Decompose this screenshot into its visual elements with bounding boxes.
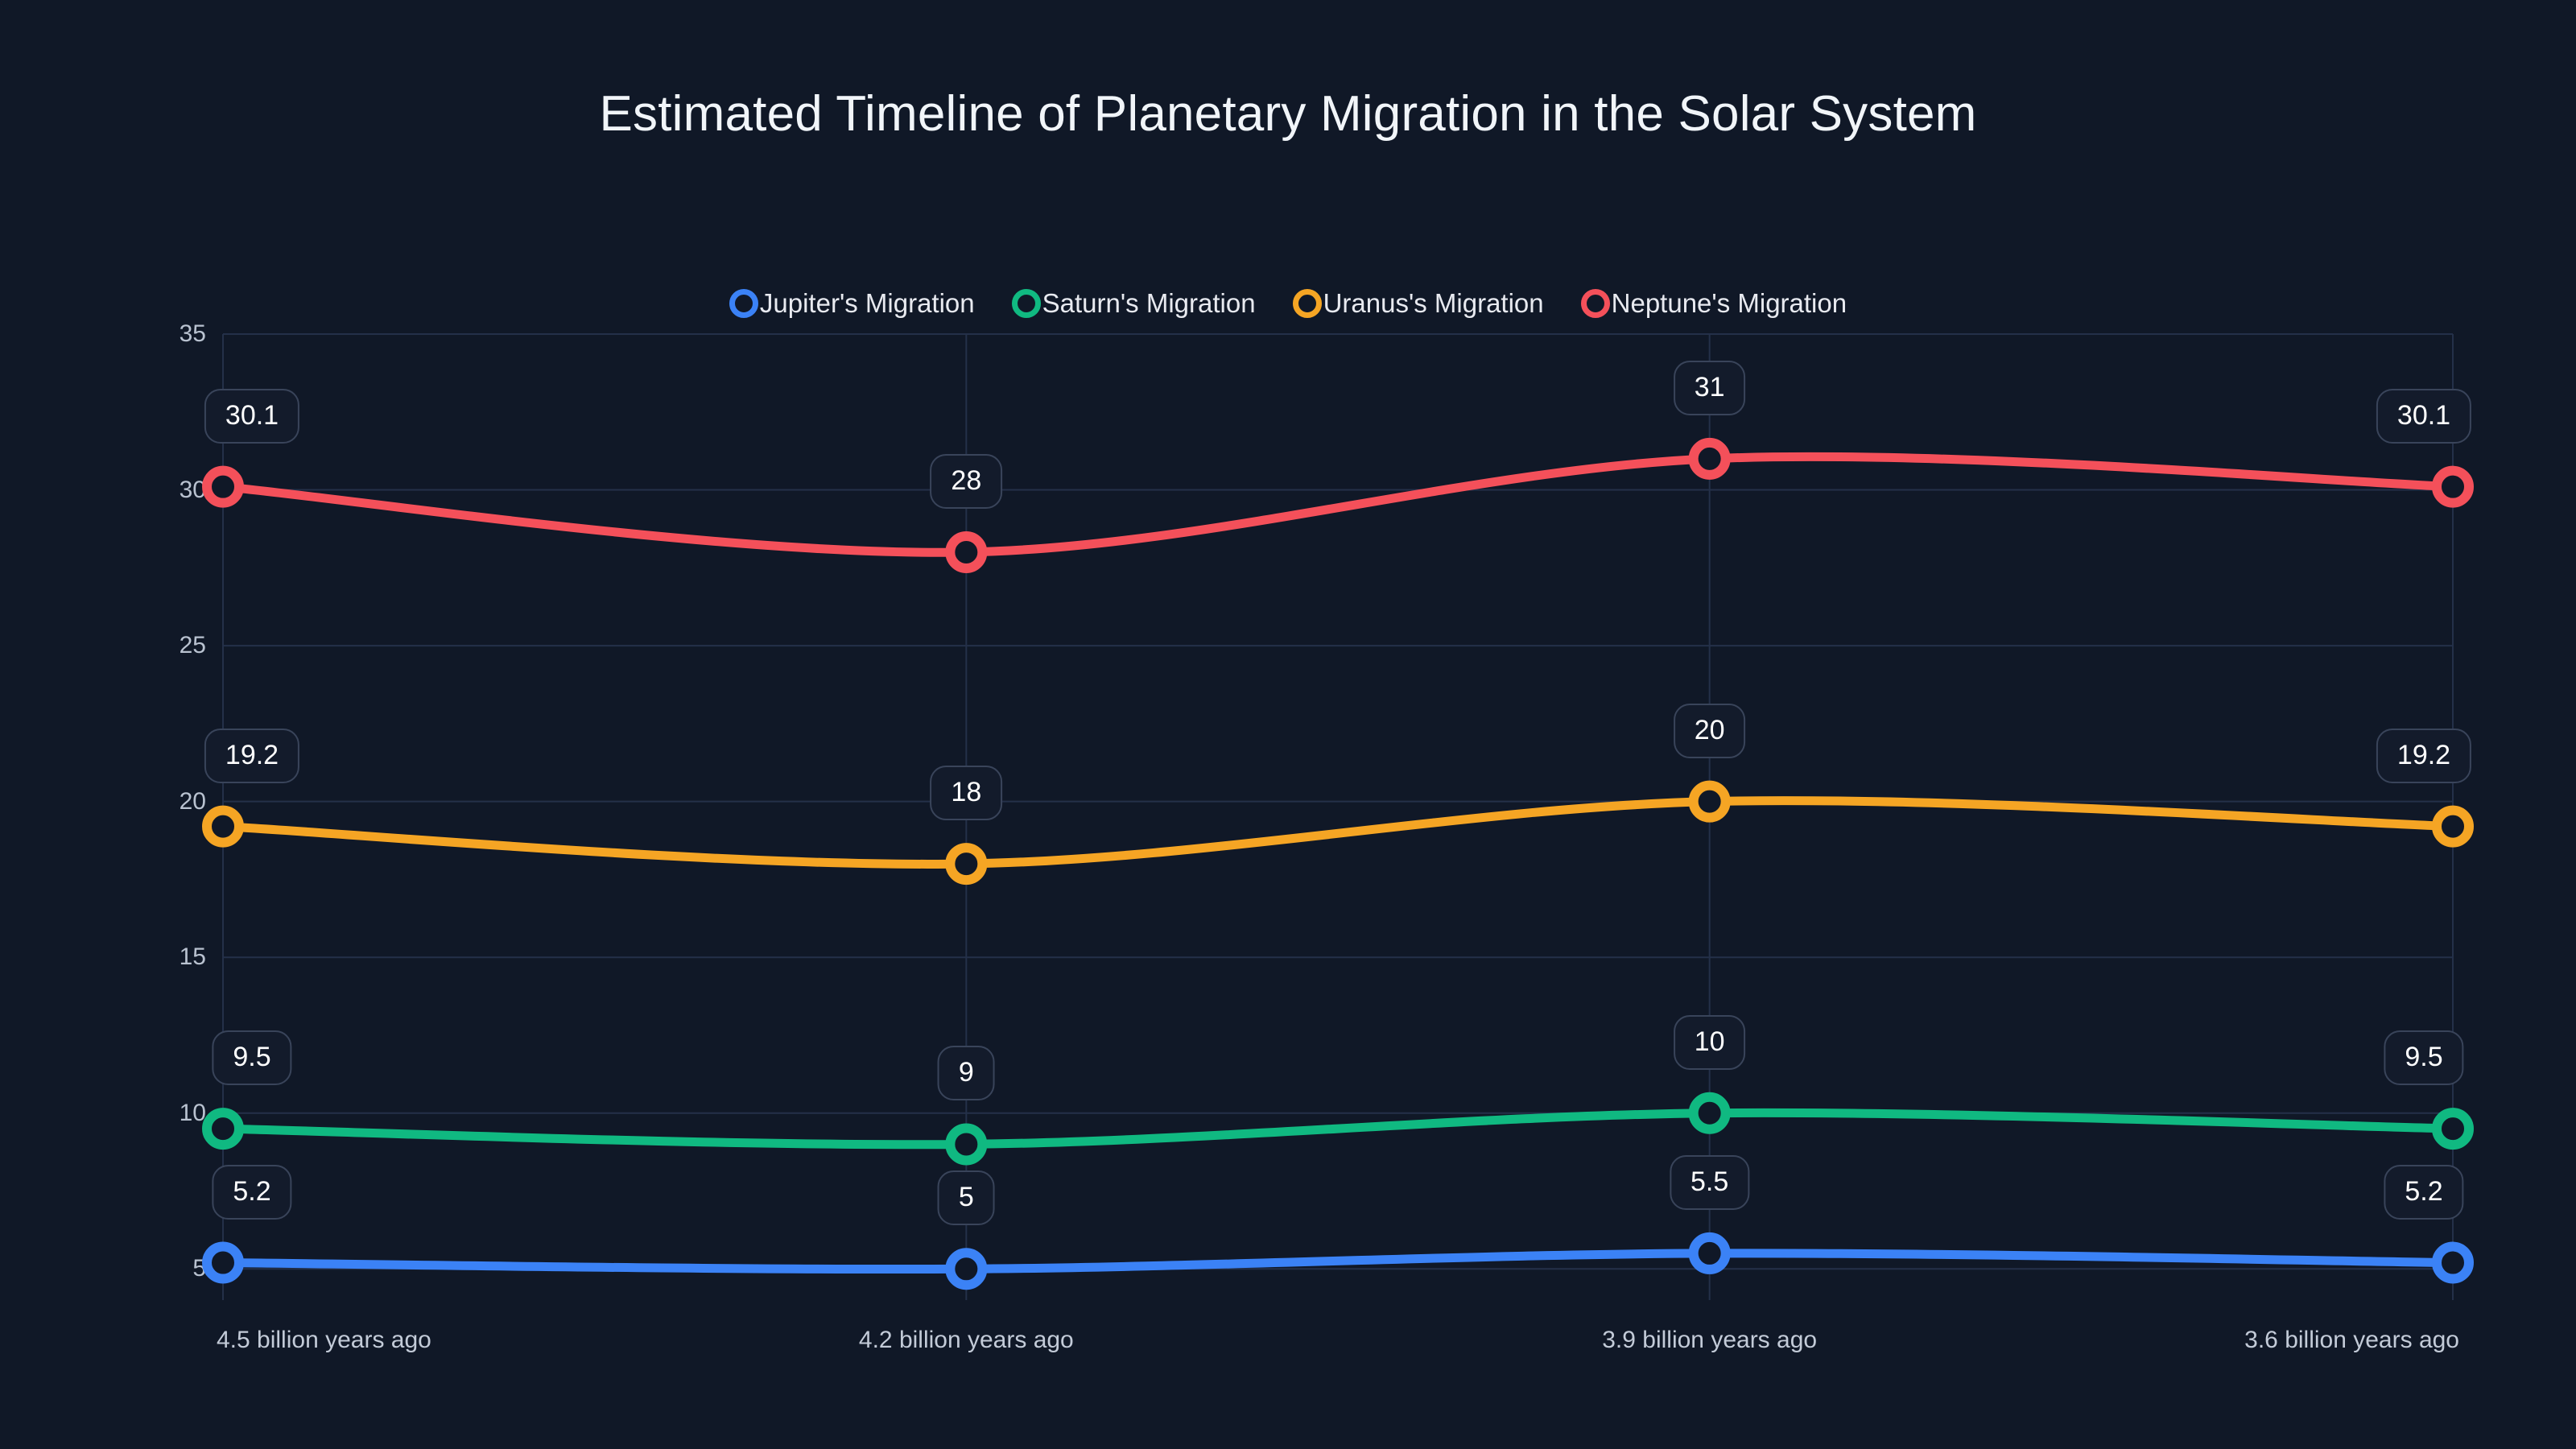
data-point-value-label: 19.2 <box>2376 728 2472 783</box>
legend-item-1[interactable]: Saturn's Migration <box>1011 288 1256 319</box>
series-line <box>218 796 2458 869</box>
data-point-value-label: 9.5 <box>2384 1030 2464 1086</box>
legend-item-label: Jupiter's Migration <box>759 288 975 318</box>
chart-title: Estimated Timeline of Planetary Migratio… <box>599 86 1977 142</box>
y-axis-tick-label: 30 <box>179 476 206 503</box>
y-axis-tick-label: 20 <box>179 787 206 815</box>
plot-svg <box>202 333 2474 1300</box>
grid-lines <box>222 333 2454 1300</box>
series-1 <box>202 1092 2474 1166</box>
data-point-value-label: 20 <box>1673 703 1746 758</box>
series-3 <box>202 437 2474 573</box>
data-point-value-label: 9 <box>937 1046 995 1101</box>
data-point-marker[interactable] <box>2432 1241 2474 1284</box>
data-point-marker[interactable] <box>202 465 244 508</box>
legend-item-3[interactable]: Neptune's Migration <box>1580 288 1847 319</box>
data-point-value-label: 10 <box>1673 1014 1746 1070</box>
x-axis-tick-label: 4.2 billion years ago <box>858 1327 1074 1353</box>
data-point-marker[interactable] <box>1688 437 1731 480</box>
y-axis-tick-label: 35 <box>179 320 206 347</box>
x-axis-tick-label: 4.5 billion years ago <box>217 1327 431 1353</box>
data-point-marker[interactable] <box>945 530 988 573</box>
x-axis-tick-label: 3.9 billion years ago <box>1602 1327 1818 1353</box>
data-point-marker[interactable] <box>1688 1092 1731 1134</box>
legend-marker-icon <box>1011 289 1041 318</box>
data-point-marker[interactable] <box>202 1108 244 1150</box>
legend-item-label: Uranus's Migration <box>1323 288 1544 318</box>
data-point-marker[interactable] <box>945 843 988 886</box>
y-axis-tick-label: 10 <box>179 1099 206 1126</box>
data-point-value-label: 18 <box>930 766 1003 821</box>
x-axis-tick-label: 3.6 billion years ago <box>2244 1327 2459 1353</box>
data-point-value-label: 5.2 <box>212 1164 292 1220</box>
legend-marker-icon <box>729 289 758 318</box>
data-point-marker[interactable] <box>2432 1108 2474 1150</box>
series-line <box>218 1249 2458 1274</box>
data-point-value-label: 28 <box>930 453 1003 509</box>
data-point-value-label: 5.2 <box>2384 1164 2464 1220</box>
data-point-value-label: 30.1 <box>2376 388 2472 444</box>
data-point-value-label: 19.2 <box>204 728 300 783</box>
data-point-marker[interactable] <box>945 1123 988 1166</box>
data-point-marker[interactable] <box>945 1248 988 1290</box>
data-point-marker[interactable] <box>202 1241 244 1284</box>
legend-marker-icon <box>1292 289 1322 318</box>
data-point-value-label: 5 <box>937 1170 995 1226</box>
data-point-marker[interactable] <box>2432 805 2474 848</box>
data-point-value-label: 30.1 <box>204 388 300 444</box>
data-point-marker[interactable] <box>202 805 244 848</box>
legend-item-label: Saturn's Migration <box>1042 288 1256 318</box>
legend-marker-icon <box>1580 289 1610 318</box>
data-point-value-label: 5.5 <box>1670 1154 1750 1210</box>
y-axis-tick-labels: 5 10 15 20 25 30 35 <box>145 320 206 1300</box>
legend-item-label: Neptune's Migration <box>1611 288 1847 318</box>
y-axis-tick-label: 25 <box>179 632 206 659</box>
x-axis-tick-labels: 4.5 billion years ago 4.2 billion years a… <box>217 1327 2459 1362</box>
data-point-value-label: 31 <box>1673 360 1746 415</box>
data-point-marker[interactable] <box>1688 1232 1731 1274</box>
series-line <box>218 1108 2458 1150</box>
legend-item-2[interactable]: Uranus's Migration <box>1292 288 1544 319</box>
chart-legend: Jupiter's Migration Saturn's Migration Ura… <box>0 288 2576 319</box>
plot-area: 5.2 5 5.5 5.2 9.5 9 10 9.5 19.2 18 20 19.2 30.1 28 31 3… <box>202 333 2474 1300</box>
y-axis-tick-label: 15 <box>179 943 206 971</box>
series-2 <box>202 780 2474 886</box>
data-point-value-label: 9.5 <box>212 1030 292 1086</box>
series-line <box>218 452 2458 557</box>
series-0 <box>202 1232 2474 1290</box>
legend-item-0[interactable]: Jupiter's Migration <box>729 288 975 319</box>
data-point-marker[interactable] <box>2432 465 2474 508</box>
data-point-marker[interactable] <box>1688 780 1731 823</box>
